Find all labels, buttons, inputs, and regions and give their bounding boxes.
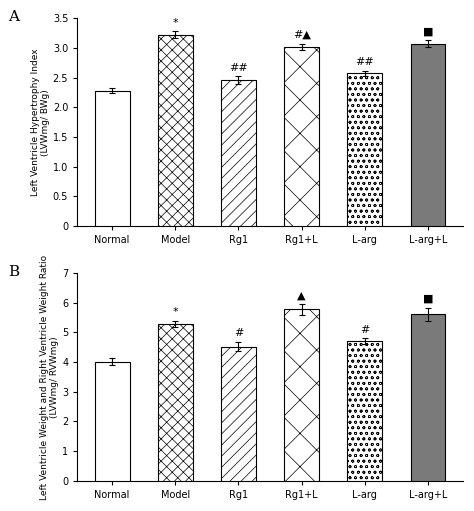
Text: ▲: ▲ [297, 290, 306, 300]
Bar [221, 346, 256, 481]
Bar [410, 314, 446, 481]
Bar [347, 341, 382, 481]
Text: *: * [173, 17, 178, 28]
Text: ##: ## [229, 63, 248, 73]
Bar [284, 47, 319, 226]
Bar [284, 309, 319, 481]
Bar [158, 323, 192, 481]
Bar [221, 80, 256, 226]
Text: ##: ## [356, 57, 374, 67]
Y-axis label: Left Ventricle Hypertrophy Index
(LVWmg/ BWg): Left Ventricle Hypertrophy Index (LVWmg/… [30, 49, 50, 196]
Text: A: A [8, 10, 19, 24]
Bar [410, 44, 446, 226]
Y-axis label: Left Ventricle Weight and Right Ventricle Weight Ratio
(LVWmg/ RVWmg): Left Ventricle Weight and Right Ventricl… [40, 254, 59, 500]
Bar [347, 74, 382, 226]
Bar [158, 35, 192, 226]
Text: #: # [234, 329, 243, 338]
Text: *: * [173, 307, 178, 317]
Bar [95, 361, 129, 481]
Text: B: B [8, 265, 19, 279]
Text: ■: ■ [423, 294, 433, 304]
Bar [95, 90, 129, 226]
Text: #▲: #▲ [293, 30, 310, 40]
Text: ■: ■ [423, 27, 433, 36]
Text: #: # [360, 324, 370, 335]
